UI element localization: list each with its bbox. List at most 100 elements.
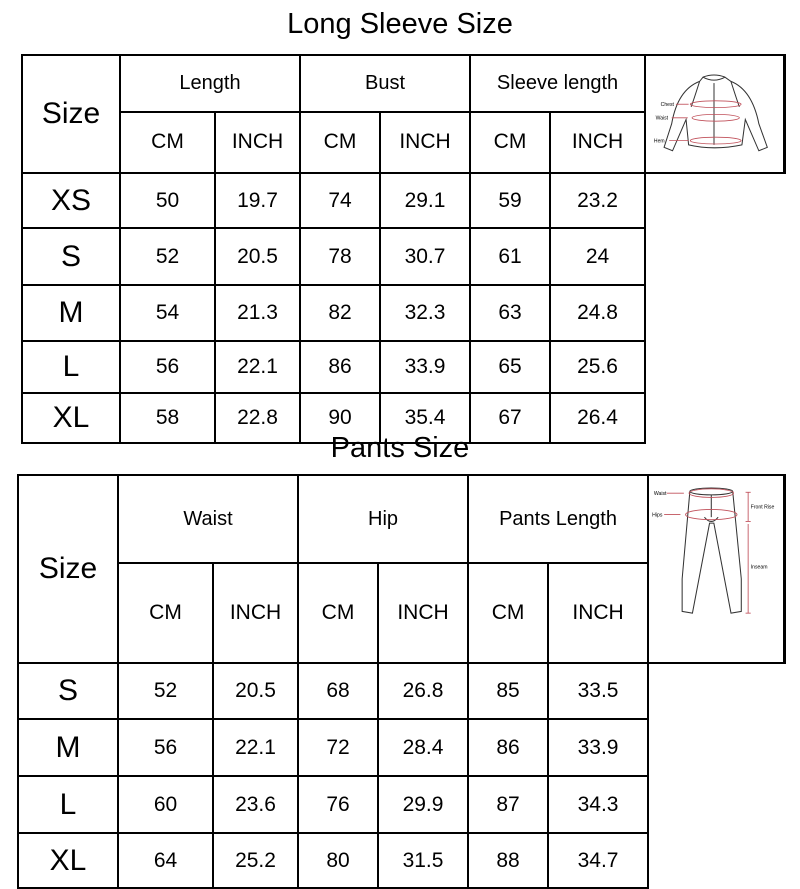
table-row: L 56 22.1 86 33.9 65 25.6 bbox=[21, 340, 784, 394]
value-cell: 88 bbox=[467, 832, 550, 889]
value-cell: 28.4 bbox=[377, 718, 470, 777]
value-cell: 21.3 bbox=[213, 284, 302, 342]
value-cell: 26.8 bbox=[377, 662, 470, 720]
value-cell: 52 bbox=[119, 227, 216, 286]
table-row: XL 58 22.8 90 35.4 67 26.4 bbox=[21, 392, 784, 444]
unit-header: CM bbox=[119, 110, 216, 175]
value-cell: 31.5 bbox=[377, 832, 470, 889]
value-cell: 61 bbox=[469, 227, 552, 286]
pants-diagram-cell: Waist Hips Front Rise Inseam bbox=[647, 474, 786, 664]
value-cell: 22.1 bbox=[211, 718, 300, 777]
long-sleeve-title: Long Sleeve Size bbox=[287, 8, 513, 40]
value-cell: 22.8 bbox=[213, 392, 302, 444]
table-row: XS 50 19.7 74 29.1 59 23.2 bbox=[21, 172, 784, 229]
front-rise-label: Front Rise bbox=[751, 505, 775, 511]
unit-header: INCH bbox=[549, 110, 647, 175]
unit-header: CM bbox=[299, 110, 382, 175]
size-label: L bbox=[17, 775, 119, 834]
unit-header: CM bbox=[297, 562, 380, 664]
size-label: XL bbox=[17, 832, 119, 889]
value-cell: 86 bbox=[467, 718, 550, 777]
jersey-diagram-icon: Chest Waist Hem bbox=[654, 74, 769, 152]
value-cell: 85 bbox=[467, 662, 550, 720]
value-cell: 74 bbox=[299, 172, 382, 229]
inseam-label: Inseam bbox=[751, 565, 768, 571]
value-cell: 60 bbox=[117, 775, 214, 834]
value-cell: 33.9 bbox=[547, 718, 650, 777]
table-row: S 52 20.5 68 26.8 85 33.5 bbox=[17, 662, 784, 720]
value-cell: 20.5 bbox=[211, 662, 300, 720]
value-cell: 23.6 bbox=[211, 775, 300, 834]
group-header-pants-length: Pants Length bbox=[467, 473, 650, 565]
size-header: Size bbox=[17, 474, 119, 664]
value-cell: 25.2 bbox=[211, 832, 300, 889]
size-label: S bbox=[21, 227, 121, 286]
value-cell: 33.9 bbox=[379, 340, 472, 394]
size-label: M bbox=[21, 284, 121, 342]
unit-header: CM bbox=[467, 562, 550, 664]
size-header: Size bbox=[21, 54, 121, 174]
value-cell: 87 bbox=[467, 775, 550, 834]
pants-size-table: Size Waist Hip Pants Length Waist Hips bbox=[17, 473, 786, 889]
value-cell: 50 bbox=[119, 172, 216, 229]
value-cell: 20.5 bbox=[213, 227, 302, 286]
value-cell: 33.5 bbox=[547, 662, 650, 720]
table-row: L 60 23.6 76 29.9 87 34.3 bbox=[17, 775, 784, 834]
group-header-hip: Hip bbox=[297, 473, 470, 565]
value-cell: 32.3 bbox=[379, 284, 472, 342]
value-cell: 24 bbox=[549, 227, 647, 286]
value-cell: 34.7 bbox=[547, 832, 650, 889]
unit-header: INCH bbox=[213, 110, 302, 175]
value-cell: 58 bbox=[119, 392, 216, 444]
unit-header: INCH bbox=[377, 562, 470, 664]
value-cell: 25.6 bbox=[549, 340, 647, 394]
jersey-diagram-cell: Chest Waist Hem bbox=[644, 54, 786, 174]
long-sleeve-size-table: Size Length Bust Sleeve length Chest Wai… bbox=[21, 54, 786, 444]
value-cell: 29.1 bbox=[379, 172, 472, 229]
unit-header: CM bbox=[469, 110, 552, 175]
chest-label: Chest bbox=[661, 102, 675, 108]
value-cell: 24.8 bbox=[549, 284, 647, 342]
size-label: L bbox=[21, 340, 121, 394]
size-label: XL bbox=[21, 392, 121, 444]
group-header-sleeve-length: Sleeve length bbox=[469, 54, 647, 113]
group-header-waist: Waist bbox=[116, 473, 300, 565]
value-cell: 52 bbox=[117, 662, 214, 720]
value-cell: 54 bbox=[119, 284, 216, 342]
value-cell: 34.3 bbox=[547, 775, 650, 834]
hips-label: Hips bbox=[652, 512, 663, 518]
value-cell: 29.9 bbox=[377, 775, 470, 834]
value-cell: 56 bbox=[119, 340, 216, 394]
value-cell: 63 bbox=[469, 284, 552, 342]
table-row: M 56 22.1 72 28.4 86 33.9 bbox=[17, 718, 784, 777]
unit-header: CM bbox=[117, 562, 214, 664]
value-cell: 76 bbox=[297, 775, 380, 834]
value-cell: 86 bbox=[299, 340, 382, 394]
unit-header: INCH bbox=[379, 110, 472, 175]
value-cell: 26.4 bbox=[549, 392, 647, 444]
value-cell: 64 bbox=[117, 832, 214, 889]
value-cell: 67 bbox=[469, 392, 552, 444]
value-cell: 56 bbox=[117, 718, 214, 777]
value-cell: 82 bbox=[299, 284, 382, 342]
unit-header: INCH bbox=[547, 562, 650, 664]
unit-header: INCH bbox=[211, 562, 300, 664]
table-row: M 54 21.3 82 32.3 63 24.8 bbox=[21, 284, 784, 342]
value-cell: 80 bbox=[297, 832, 380, 889]
waist-label: Waist bbox=[654, 491, 667, 497]
size-label: XS bbox=[21, 172, 121, 229]
value-cell: 59 bbox=[469, 172, 552, 229]
group-header-length: Length bbox=[118, 54, 302, 113]
value-cell: 78 bbox=[299, 227, 382, 286]
value-cell: 35.4 bbox=[379, 392, 472, 444]
value-cell: 72 bbox=[297, 718, 380, 777]
value-cell: 23.2 bbox=[549, 172, 647, 229]
value-cell: 90 bbox=[299, 392, 382, 444]
table-row: XL 64 25.2 80 31.5 88 34.7 bbox=[17, 832, 784, 889]
pants-diagram-icon: Waist Hips Front Rise Inseam bbox=[652, 487, 775, 614]
value-cell: 30.7 bbox=[379, 227, 472, 286]
value-cell: 22.1 bbox=[213, 340, 302, 394]
group-header-bust: Bust bbox=[299, 54, 472, 113]
size-label: S bbox=[17, 662, 119, 720]
table-row: S 52 20.5 78 30.7 61 24 bbox=[21, 227, 784, 286]
